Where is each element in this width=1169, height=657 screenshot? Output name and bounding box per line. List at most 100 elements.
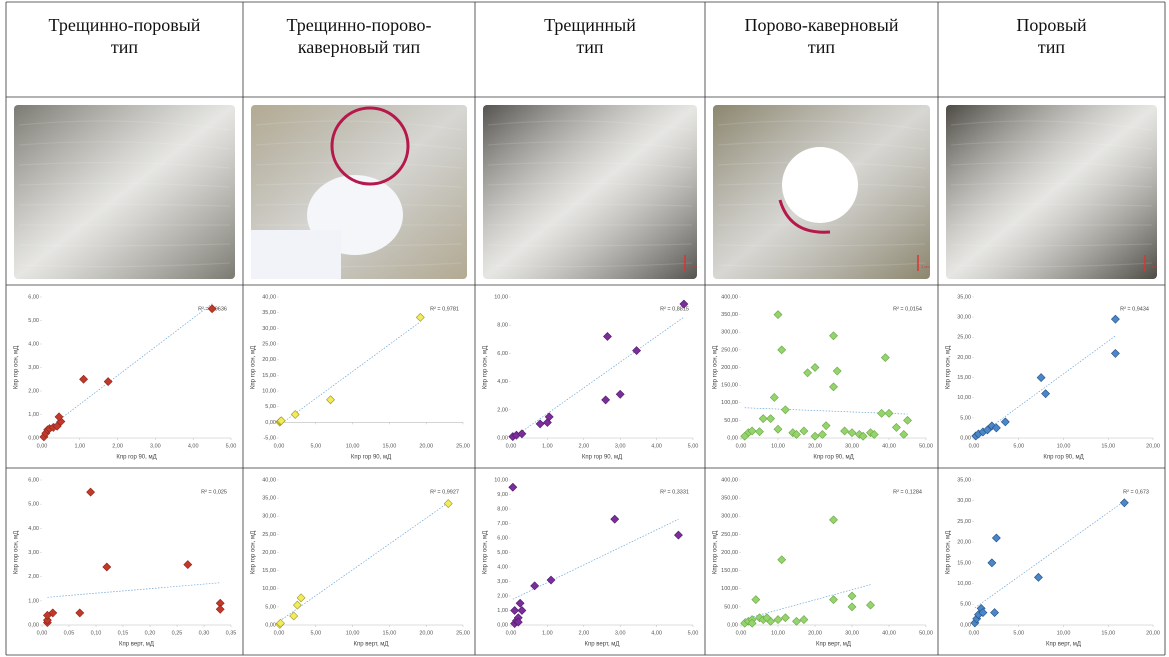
table-graphics: 1 cm1 cm1 cm0,001,002,003,004,005,006,00… [0, 0, 1169, 657]
x-axis-label: Кпр гор 90, мД [813, 455, 853, 461]
y-tick-label: 200,00 [721, 550, 738, 556]
y-tick-label: 25,00 [262, 532, 276, 538]
y-tick-label: 20,00 [957, 355, 971, 361]
data-point [800, 616, 808, 624]
x-axis-label: Кпр верт, мД [1046, 642, 1081, 648]
data-point [818, 430, 826, 438]
x-tick-label: 0,15 [118, 630, 129, 636]
data-point [848, 429, 856, 437]
data-point [603, 332, 611, 340]
data-point [991, 609, 999, 617]
y-tick-label: 40,00 [262, 294, 276, 300]
x-tick-label: 4,00 [651, 443, 662, 449]
column-header: Порово-каверновый тип [705, 14, 938, 58]
data-point [774, 425, 782, 433]
data-point [509, 483, 517, 491]
x-tick-label: 3,00 [615, 630, 626, 636]
y-axis-label: Кпр гор осн, мД [251, 531, 257, 574]
data-point [547, 576, 555, 584]
y-tick-label: 30,00 [957, 498, 971, 504]
y-tick-label: 3,00 [28, 550, 39, 556]
data-point [778, 346, 786, 354]
data-point [216, 605, 224, 613]
data-point [793, 617, 801, 625]
data-point [518, 607, 526, 615]
x-tick-label: 0,00 [274, 630, 285, 636]
x-tick-label: 30,00 [845, 630, 859, 636]
y-tick-label: 35,00 [957, 477, 971, 483]
chart: 0,002,004,006,008,0010,000,001,002,003,0… [483, 294, 699, 460]
data-point [822, 422, 830, 430]
trendline [44, 304, 212, 432]
y-tick-label: 150,00 [721, 568, 738, 574]
y-tick-label: 25,00 [957, 335, 971, 341]
x-tick-label: 3,00 [615, 443, 626, 449]
x-tick-label: 5,00 [688, 630, 699, 636]
x-tick-label: 20,00 [419, 443, 433, 449]
data-point [770, 393, 778, 401]
data-point [1034, 573, 1042, 581]
y-axis-label: Кпр гор осн, мД [713, 531, 719, 574]
x-tick-label: 0,25 [172, 630, 183, 636]
y-tick-label: 35,00 [262, 310, 276, 316]
y-tick-label: 20,00 [957, 540, 971, 546]
x-tick-label: 0,05 [64, 630, 75, 636]
y-tick-label: 5,00 [960, 602, 971, 608]
data-point [444, 500, 452, 508]
y-axis-label: Кпр гор осн, мД [483, 531, 489, 574]
x-axis-label: Кпр верт, мД [119, 642, 154, 648]
r-squared: R² = 0,1284 [893, 489, 922, 495]
y-tick-label: 2,00 [497, 407, 508, 413]
x-tick-label: 20,00 [1146, 630, 1160, 636]
y-tick-label: 0,00 [727, 435, 738, 441]
y-tick-label: 1,00 [28, 598, 39, 604]
data-point [830, 596, 838, 604]
x-tick-label: 25,00 [456, 443, 470, 449]
scale-label: 1 cm [1148, 264, 1157, 269]
x-tick-label: 0,10 [91, 630, 102, 636]
y-tick-label: 50,00 [724, 604, 738, 610]
trendline [280, 503, 449, 621]
data-point [293, 601, 301, 609]
data-point [616, 390, 624, 398]
data-point [830, 332, 838, 340]
x-tick-label: 2,00 [578, 630, 589, 636]
trendline [513, 317, 684, 438]
x-tick-label: 15,00 [383, 443, 397, 449]
data-point [867, 601, 875, 609]
x-axis-label: Кпр верт, мД [584, 642, 619, 648]
y-axis-label: Кпр гор осн, мД [713, 346, 719, 389]
photo [14, 105, 235, 279]
x-tick-label: 20,00 [1146, 443, 1160, 449]
chart: 0,001,002,003,004,005,006,007,008,009,00… [483, 477, 699, 647]
data-point [536, 420, 544, 428]
y-axis-label: Кпр гор осн, мД [946, 346, 952, 389]
column-header: Трещинный тип [475, 14, 705, 58]
y-tick-label: 3,00 [28, 365, 39, 371]
y-tick-label: 0,00 [28, 622, 39, 628]
y-tick-label: 250,00 [721, 532, 738, 538]
y-tick-label: 30,00 [262, 514, 276, 520]
chart: -5,000,005,0010,0015,0020,0025,0030,0035… [251, 294, 470, 460]
scale-label: 1 cm [921, 264, 930, 269]
x-tick-label: 5,00 [226, 443, 237, 449]
y-tick-label: 400,00 [721, 477, 738, 483]
data-point [781, 406, 789, 414]
data-point [781, 614, 789, 622]
x-axis-label: Кпр гор 90, мД [351, 455, 391, 461]
x-tick-label: 0,30 [199, 630, 210, 636]
x-tick-label: 2,00 [112, 443, 123, 449]
y-tick-label: 350,00 [721, 496, 738, 502]
r-squared: R² = 0,025 [201, 489, 227, 495]
chart: 0,005,0010,0015,0020,0025,0030,0035,000,… [946, 294, 1160, 460]
y-tick-label: 2,00 [28, 388, 39, 394]
x-tick-label: 0,35 [226, 630, 237, 636]
x-tick-label: 10,00 [1057, 443, 1071, 449]
data-point [800, 427, 808, 435]
data-point [1001, 418, 1009, 426]
x-tick-label: 20,00 [808, 443, 822, 449]
photo [483, 105, 697, 279]
y-axis-label: Кпр гор осн, мД [14, 531, 20, 574]
y-tick-label: 15,00 [957, 560, 971, 566]
